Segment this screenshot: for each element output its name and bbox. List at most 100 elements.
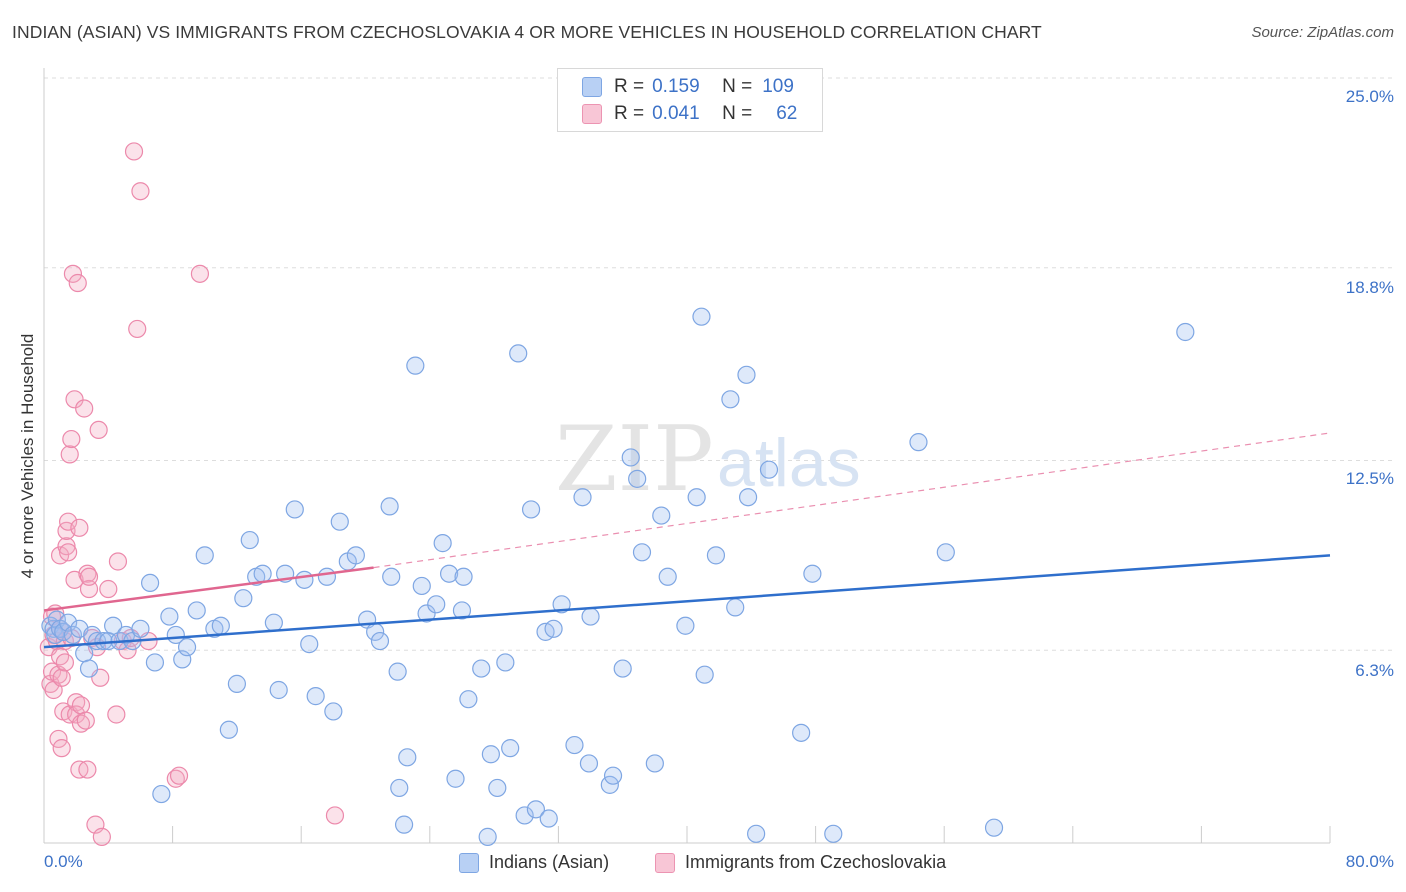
point-indians [234,589,253,608]
point-indians [264,613,283,632]
point-indians [370,631,390,651]
source-label: Source: ZipAtlas.com [1251,24,1394,41]
point-indians [573,488,592,507]
point-indians [219,720,238,739]
legend-r-value: 0.041 [652,103,700,124]
point-czech [92,827,111,846]
point-indians [452,601,472,620]
point-indians [747,824,766,843]
y-tick-label-18-8: 18.8% [1345,278,1394,297]
legend-label-indians: Indians (Asian) [489,852,610,872]
point-indians [433,534,452,553]
point-czech [108,552,128,571]
point-indians [160,607,179,626]
point-czech [52,739,71,758]
point-indians [695,665,714,684]
point-indians [526,800,545,819]
point-indians [676,616,695,635]
point-indians [439,564,459,583]
point-czech [70,518,89,537]
y-tick-label-25: 25.0% [1345,87,1394,106]
point-indians [515,806,534,825]
legend-swatch-indians [582,77,602,97]
point-czech [52,668,71,687]
point-indians [603,766,623,785]
y-tick-label-6-3: 6.3% [1355,661,1394,680]
point-indians [145,653,165,672]
point-czech [124,142,144,161]
point-indians [300,634,319,654]
point-czech [59,543,78,562]
point-indians [295,570,314,589]
point-indians [269,680,288,700]
legend-label-czech: Immigrants from Czechoslovakia [685,852,947,872]
point-indians [306,687,325,706]
point-czech [75,399,94,418]
point-czech [65,390,84,409]
y-axis-title: 4 or more Vehicles in Household [18,333,37,579]
point-indians [388,662,407,681]
point-indians [726,598,745,617]
trend-lines [43,432,1331,649]
point-indians [481,745,500,764]
point-indians [427,595,446,614]
point-czech [89,420,108,439]
point-czech [166,769,185,788]
point-indians [227,674,246,693]
point-indians [759,460,779,479]
point-indians [79,659,99,678]
point-indians [632,543,652,562]
legend-swatch-indians [459,852,479,873]
point-indians [565,735,584,755]
point-czech [68,273,87,293]
correlation-legend: R = 0.159 N = 109 R = 0.041 N = 62 [557,68,823,132]
trend-line-indians [43,554,1331,649]
point-indians [803,564,822,583]
point-czech [131,182,150,201]
point-indians [521,500,541,519]
point-czech [71,714,91,733]
legend-swatch-czech [582,104,602,124]
point-indians [824,824,843,843]
point-czech [67,705,86,724]
chart-title: INDIAN (ASIAN) VS IMMIGRANTS FROM CZECHO… [12,22,1042,42]
x-tick-label-max: 80.0% [1345,852,1394,871]
point-czech [325,806,345,825]
point-indians [645,754,664,773]
point-indians [177,638,197,657]
point-indians [738,488,758,507]
point-indians [330,512,349,531]
point-czech [99,579,118,599]
legend-row-czech: R = 0.041 N = 62 [582,102,797,126]
watermark: ZIP atlas [555,407,861,512]
point-indians [658,567,677,586]
point-indians [104,616,123,635]
point-indians [478,827,497,846]
point-czech [62,429,81,449]
point-czech [55,653,74,672]
point-indians [140,573,160,593]
point-indians [737,365,756,384]
legend-n-value: 62 [776,103,798,124]
point-indians [417,604,436,623]
point-indians [446,769,465,788]
point-indians [621,448,640,467]
trend-line-czech-extended [373,432,1331,569]
point-indians [285,500,304,519]
y-tick-label-12-5: 12.5% [1345,469,1394,488]
point-indians [501,739,520,758]
point-indians [652,506,671,525]
point-indians [187,601,206,620]
point-czech [76,711,95,730]
point-indians [390,778,409,798]
point-czech [60,445,79,464]
point-indians [687,488,706,507]
axes [43,68,1331,844]
point-indians [195,546,214,565]
legend-swatch-czech [655,852,675,873]
point-indians [152,784,171,804]
point-indians [613,659,632,678]
gridlines [44,77,1392,651]
x-tick-label-min: 0.0% [44,852,83,871]
